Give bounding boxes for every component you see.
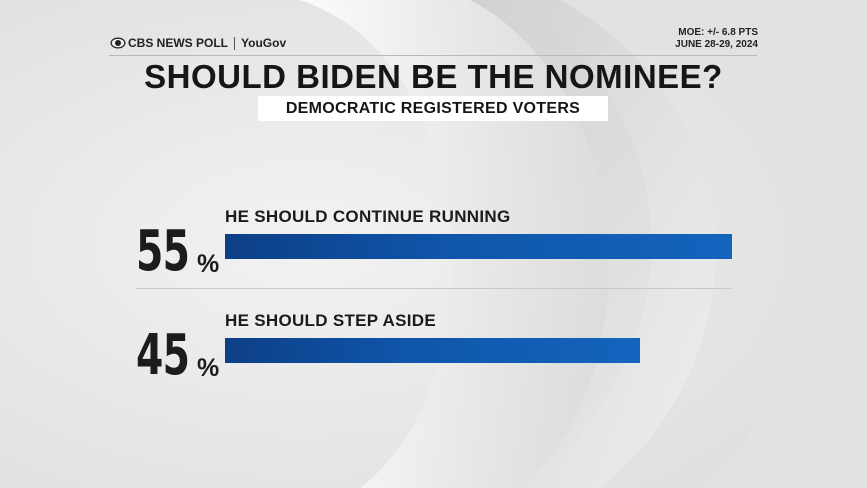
- partner-name: YouGov: [241, 36, 287, 50]
- bar: [225, 234, 732, 259]
- header-rule: [109, 55, 757, 56]
- poll-meta: MOE: +/- 6.8 PTS JUNE 28-29, 2024: [675, 27, 758, 51]
- brand-name: CBS NEWS POLL: [128, 36, 229, 50]
- bar-label: HE SHOULD STEP ASIDE: [225, 311, 436, 330]
- chart-subtitle: DEMOCRATIC REGISTERED VOTERS: [258, 96, 608, 121]
- percent-symbol: %: [197, 250, 220, 278]
- poll-dates: JUNE 28-29, 2024: [675, 39, 758, 50]
- row-divider: [136, 288, 731, 289]
- percent-symbol: %: [197, 354, 220, 382]
- percent-value: 55: [136, 217, 204, 284]
- bar-track: [225, 338, 732, 363]
- brand-logo: CBS NEWS POLL YouGov: [110, 35, 286, 51]
- brand-separator: [234, 36, 236, 50]
- margin-of-error: MOE: +/- 6.8 PTS: [678, 27, 758, 38]
- percent-number: 55: [136, 219, 190, 284]
- percent-value: 45: [136, 321, 204, 388]
- bar: [225, 338, 640, 363]
- bar-row: 45 % HE SHOULD STEP ASIDE: [136, 311, 736, 388]
- percent-number: 45: [136, 323, 190, 388]
- cbs-eye-icon: [110, 37, 126, 49]
- chart-title: SHOULD BIDEN BE THE NOMINEE?: [144, 58, 723, 95]
- bar-track: [225, 234, 732, 259]
- bar-label: HE SHOULD CONTINUE RUNNING: [225, 207, 511, 226]
- bar-row: 55 % HE SHOULD CONTINUE RUNNING: [136, 207, 736, 284]
